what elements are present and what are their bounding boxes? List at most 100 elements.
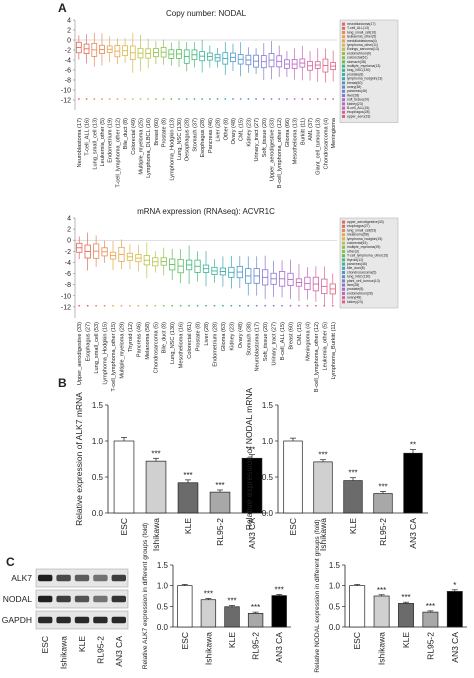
legend-swatch — [342, 39, 345, 43]
category-label: Lung_small_cell (13) — [92, 118, 98, 170]
legend-swatch — [342, 60, 345, 64]
x-tick-label: AN3 CA — [408, 518, 418, 549]
legend-entry: lymphoma_hodgkin(13) — [347, 77, 382, 81]
category-label: Soft_tissue (20) — [263, 322, 269, 361]
bar — [200, 599, 217, 628]
legend-box — [339, 217, 399, 309]
significance-label: ** — [410, 441, 416, 450]
legend-swatch — [342, 271, 345, 274]
marker-dot — [116, 98, 119, 100]
y-tick-label: -12 — [61, 98, 71, 105]
category-label: Pancreas (46) — [136, 322, 142, 357]
marker-dot — [247, 98, 250, 100]
legend-swatch — [342, 89, 345, 93]
marker-dot — [205, 304, 207, 307]
legend-entry: chondrosarcoma(5) — [347, 270, 376, 274]
marker-dot — [86, 304, 89, 307]
y-tick-label: -4 — [65, 58, 71, 65]
blot-row-label: ALK7 — [11, 573, 32, 583]
marker-dot — [332, 98, 335, 100]
marker-dot — [147, 98, 150, 100]
legend-entry: kidney(23) — [347, 102, 363, 106]
category-label: Esophagus (27) — [86, 322, 92, 362]
marker-dot — [193, 98, 196, 100]
legend-swatch — [342, 110, 345, 114]
blot-band — [38, 595, 53, 603]
category-label: Esophagus (28) — [200, 118, 206, 158]
legend-swatch — [342, 64, 345, 68]
marker-dot — [178, 98, 180, 100]
marker-dot — [196, 304, 199, 307]
category-label: Leukemia_other (5) — [100, 118, 106, 167]
category-label: Colorectal (61) — [187, 322, 193, 359]
marker-dot — [85, 98, 88, 100]
category-label: Glioma (63) — [221, 322, 227, 351]
y-tick-label: -6 — [65, 68, 71, 75]
category-label: Breast (60) — [154, 118, 160, 146]
legend-swatch — [342, 300, 345, 304]
legend-entry: B-cell_ALL(15) — [347, 106, 369, 110]
legend-swatch — [342, 262, 345, 266]
category-label: T-cell_ALL (16) — [85, 118, 91, 156]
bar — [177, 585, 193, 628]
marker-dot — [101, 98, 103, 100]
y-tick-label: 1.5 — [157, 561, 169, 570]
legend-entry: medulloblastoma(4) — [347, 39, 377, 43]
category-label: Thyroid (12) — [128, 322, 134, 352]
y-tick-label: -8 — [65, 78, 71, 85]
marker-dot — [213, 304, 216, 307]
category-label: Urinary_tract (27) — [254, 118, 260, 162]
blot-lane-label: KLE — [77, 636, 87, 652]
y-tick-label: 4 — [67, 18, 71, 25]
significance-label: *** — [377, 586, 386, 595]
legend-entry: prostate(8) — [347, 287, 363, 291]
significance-label: *** — [204, 589, 213, 598]
legend-entry: thyroid(12) — [347, 258, 363, 262]
category-label: Lung_small_cell (53) — [94, 322, 100, 374]
blot-band — [56, 595, 71, 603]
significance-label: ** — [249, 446, 255, 455]
western-blot: ALK7 NODAL GAPDH ESC Ishikawa KLE RL95-2 AN3 CA — [2, 568, 129, 669]
x-tick-label: KLE — [401, 632, 411, 648]
legend-entry: Ewings_sarcoma(13) — [347, 47, 379, 51]
category-label: Liver (28) — [216, 118, 222, 142]
legend-entry: other(3) — [347, 249, 359, 253]
marker-dot — [239, 98, 242, 100]
legend-entry: melanoma(58) — [347, 233, 369, 237]
significance-label: *** — [151, 449, 160, 458]
x-tick-label: AN3 CA — [247, 518, 257, 549]
legend-swatch — [342, 279, 345, 283]
category-label: Neuroblastoma (17) — [77, 118, 83, 168]
blot-band — [111, 574, 126, 582]
category-label: Colorectal (49) — [131, 118, 137, 155]
y-tick-label: 0.5 — [92, 473, 104, 482]
legend-swatch — [342, 56, 345, 60]
category-label: Kidney (23) — [246, 118, 252, 147]
category-label: B-cell_lymphoma_other (12) — [277, 118, 283, 188]
legend-entry: prostate(8) — [347, 72, 363, 76]
category-label: Prostate (8) — [162, 118, 168, 147]
marker-dot — [314, 304, 317, 307]
marker-dot — [179, 304, 182, 307]
y-tick-label: 1.5 — [329, 561, 341, 570]
legend-entry: multiple_myeloma(29) — [347, 245, 380, 249]
y-tick-label: 1.0 — [92, 437, 104, 446]
category-label: T-cell_lymphoma_other (15) — [111, 322, 117, 392]
legend-entry: multiple_myeloma(13) — [347, 64, 380, 68]
legend-swatch — [342, 85, 345, 89]
y-axis-label: Relative NODAL expression in different g… — [314, 519, 321, 672]
marker-dot — [129, 304, 131, 307]
bar — [446, 591, 463, 628]
legend-entry: kidney(23) — [347, 300, 363, 304]
bar-panel-1: 0.0 0.5 1.0 1.5 Relative expression of NODAL… — [244, 388, 428, 551]
legend-swatch — [342, 296, 345, 300]
bar — [283, 440, 303, 514]
marker-dot — [230, 304, 233, 307]
y-tick-label: -12 — [61, 304, 71, 311]
blot-band — [93, 616, 108, 624]
x-tick-label: Ishikawa — [318, 518, 328, 551]
y-tick-label: 1.5 — [262, 401, 274, 410]
significance-label: *** — [348, 469, 357, 478]
category-label: Meningioma (4) — [305, 322, 311, 361]
